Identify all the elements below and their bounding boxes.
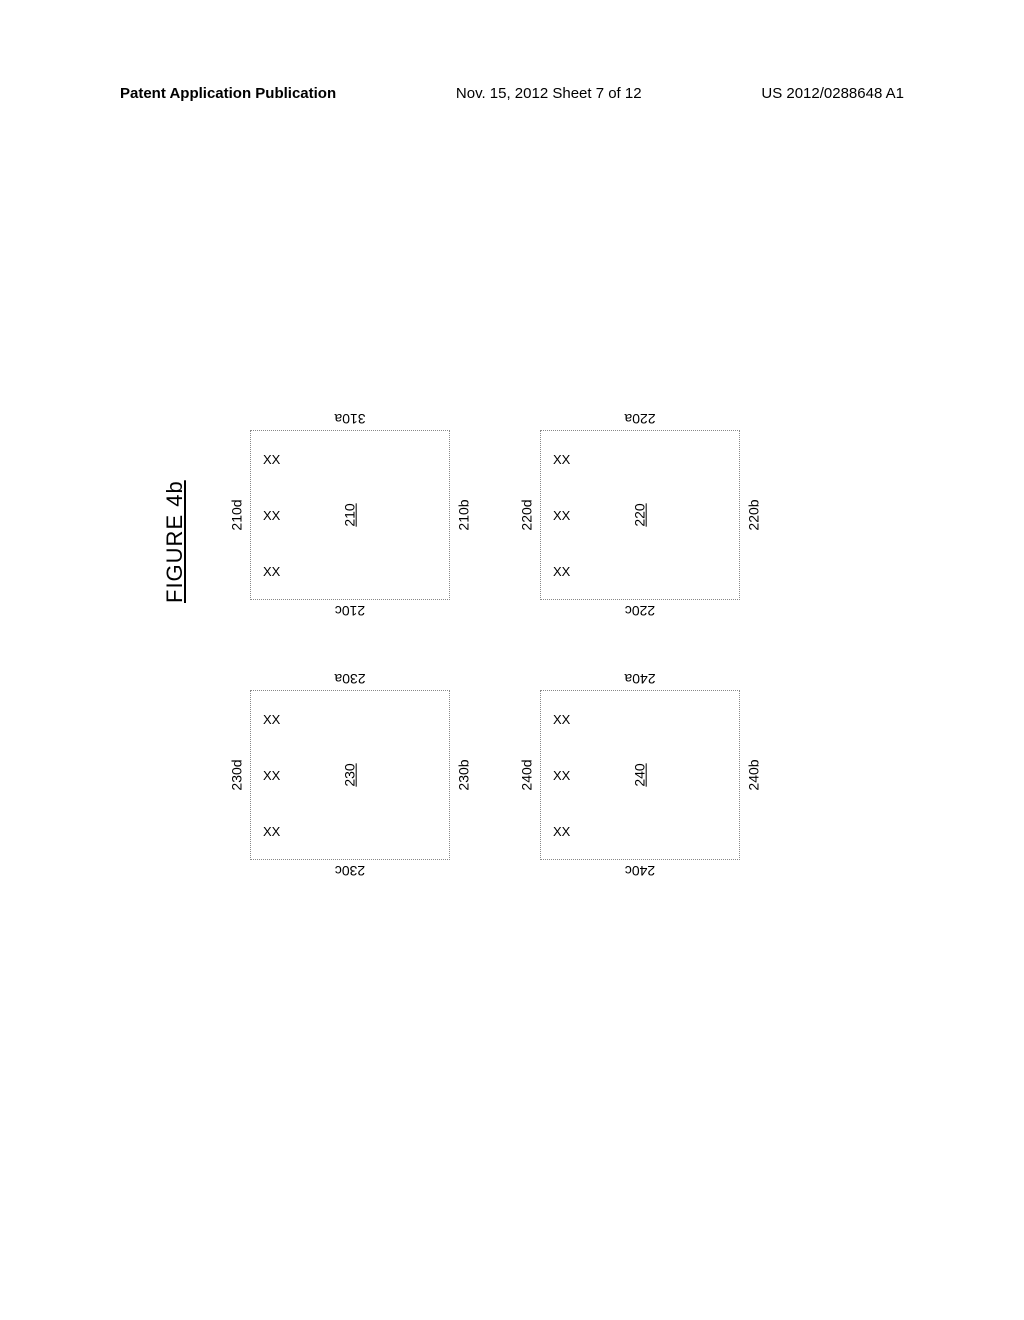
figure-title: FIGURE 4b [162, 480, 188, 603]
xx-marker: XX [553, 452, 570, 467]
edge-label-top: 240a [624, 671, 655, 687]
box-center-label: 240 [632, 763, 648, 786]
xx-marker: XX [553, 564, 570, 579]
edge-label-right: 210b [455, 499, 471, 530]
xx-marker: XX [263, 768, 280, 783]
header-sheet-info: Nov. 15, 2012 Sheet 7 of 12 [456, 85, 642, 102]
xx-marker: XX [263, 508, 280, 523]
box-240: 240 XX XX XX 240a 240c 240d 240b [540, 690, 740, 860]
edge-label-right: 220b [745, 499, 761, 530]
box-center-label: 210 [342, 503, 358, 526]
figure-diagram: 210 XX XX XX 310a 210c 210d 210b 220 XX … [250, 430, 800, 930]
edge-label-bottom: 230c [335, 863, 365, 879]
box-group-top-right: 220 XX XX XX 220a 220c 220d 220b [540, 430, 740, 600]
xx-marker: XX [553, 712, 570, 727]
edge-label-left: 220d [519, 499, 535, 530]
xx-marker: XX [263, 452, 280, 467]
header-patent-number: US 2012/0288648 A1 [761, 85, 904, 102]
xx-marker: XX [263, 564, 280, 579]
edge-label-top: 310a [334, 411, 365, 427]
xx-markers: XX XX XX [553, 691, 570, 859]
xx-marker: XX [263, 712, 280, 727]
box-center-label: 220 [632, 503, 648, 526]
box-group-top-left: 210 XX XX XX 310a 210c 210d 210b [250, 430, 450, 600]
edge-label-right: 240b [745, 759, 761, 790]
edge-label-bottom: 240c [625, 863, 655, 879]
page-header: Patent Application Publication Nov. 15, … [120, 85, 904, 102]
xx-marker: XX [553, 508, 570, 523]
edge-label-top: 230a [334, 671, 365, 687]
edge-label-left: 210d [229, 499, 245, 530]
xx-markers: XX XX XX [263, 691, 280, 859]
box-group-bottom-left: 230 XX XX XX 230a 230c 230d 230b [250, 690, 450, 860]
edge-label-bottom: 220c [625, 603, 655, 619]
box-210: 210 XX XX XX 310a 210c 210d 210b [250, 430, 450, 600]
xx-markers: XX XX XX [553, 431, 570, 599]
xx-markers: XX XX XX [263, 431, 280, 599]
xx-marker: XX [553, 824, 570, 839]
edge-label-top: 220a [624, 411, 655, 427]
xx-marker: XX [263, 824, 280, 839]
edge-label-right: 230b [455, 759, 471, 790]
box-group-bottom-right: 240 XX XX XX 240a 240c 240d 240b [540, 690, 740, 860]
box-220: 220 XX XX XX 220a 220c 220d 220b [540, 430, 740, 600]
box-230: 230 XX XX XX 230a 230c 230d 230b [250, 690, 450, 860]
header-publication: Patent Application Publication [120, 85, 336, 102]
box-center-label: 230 [342, 763, 358, 786]
edge-label-left: 230d [229, 759, 245, 790]
edge-label-bottom: 210c [335, 603, 365, 619]
xx-marker: XX [553, 768, 570, 783]
edge-label-left: 240d [519, 759, 535, 790]
